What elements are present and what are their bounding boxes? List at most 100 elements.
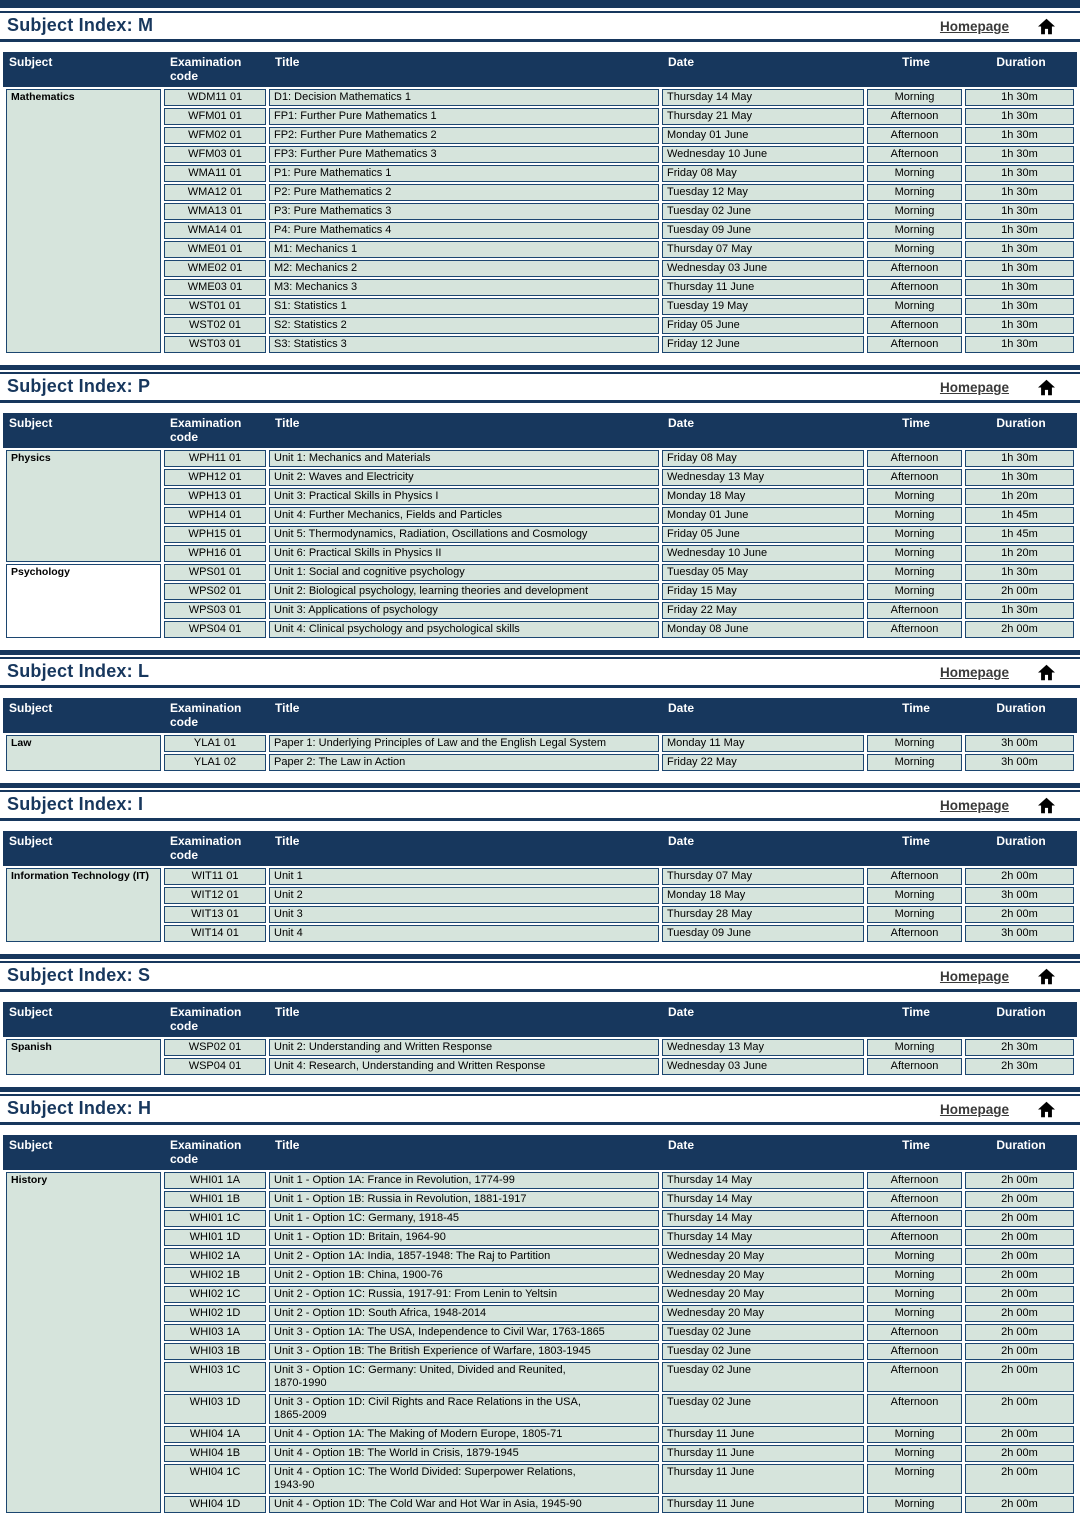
home-icon[interactable] [1037,968,1056,985]
home-icon[interactable] [1037,379,1056,396]
exam-row: WPS03 01 Unit 3: Applications of psychol… [6,602,1074,619]
exam-date-cell: Friday 05 June [662,526,864,543]
exam-code-cell: WHI04 1A [164,1426,266,1443]
home-icon[interactable] [1037,18,1056,35]
exam-time-cell: Afternoon [867,621,962,638]
exam-row: WHI01 1C Unit 1 - Option 1C: Germany, 19… [6,1210,1074,1227]
exam-duration-cell: 1h 30m [965,127,1074,144]
exam-row: Information Technology (IT) WIT11 01 Uni… [6,868,1074,942]
exam-date-cell: Monday 11 May [662,735,864,752]
exam-time-cell: Afternoon [867,1343,962,1360]
home-icon[interactable] [1037,664,1056,681]
homepage-link[interactable]: Homepage [939,19,1009,34]
exam-row: WPS04 01 Unit 4: Clinical psychology and… [6,621,1074,638]
exam-time-cell: Morning [867,526,962,543]
exam-code-cell: WPH13 01 [164,488,266,505]
exam-duration-cell: 2h 00m [965,1426,1074,1443]
exam-title-cell: Paper 1: Underlying Principles of Law an… [269,735,659,752]
exam-duration-cell: 2h 30m [965,1039,1074,1056]
exam-title-cell: P2: Pure Mathematics 2 [269,184,659,201]
exam-date-cell: Tuesday 02 June [662,203,864,220]
exam-row: WHI03 1B Unit 3 - Option 1B: The British… [6,1343,1074,1360]
exam-code-cell: YLA1 01 [164,735,266,752]
home-icon[interactable] [1037,1101,1056,1118]
exam-title-cell: Unit 2 - Option 1C: Russia, 1917-91: Fro… [269,1286,659,1303]
exam-time-cell: Afternoon [867,317,962,334]
exam-duration-cell: 1h 30m [965,336,1074,353]
subject-cell: Psychology [6,564,161,638]
exam-time-cell: Morning [867,1445,962,1462]
exam-date-cell: Wednesday 13 May [662,469,864,486]
exam-duration-cell: 2h 00m [965,1210,1074,1227]
exam-date-cell: Tuesday 09 June [662,222,864,239]
exam-date-cell: Friday 05 June [662,317,864,334]
exam-time-cell: Morning [867,1305,962,1322]
exam-row: WMA12 01 P2: Pure Mathematics 2 Tuesday … [6,184,1074,201]
column-header: Time [902,416,930,430]
column-header: Subject [9,701,53,715]
exam-time-cell: Afternoon [867,1362,962,1392]
exam-row: WFM02 01 FP2: Further Pure Mathematics 2… [6,127,1074,144]
column-header: Subject [9,55,53,69]
exam-code-cell: WDM11 01 [164,89,266,106]
section-links: Homepage [940,664,1070,682]
exam-time-cell: Morning [867,1426,962,1443]
subject-index-section: Subject Index: L Homepage Subject Examina… [0,650,1080,773]
exam-date-cell: Tuesday 02 June [662,1394,864,1424]
exam-title-cell: Unit 1 [269,868,659,885]
subject-index-section: Subject Index: H Homepage Subject Examina… [0,1087,1080,1515]
exam-date-cell: Tuesday 19 May [662,298,864,315]
exam-time-cell: Afternoon [867,1210,962,1227]
exam-code-cell: WMA12 01 [164,184,266,201]
exam-code-cell: WIT13 01 [164,906,266,923]
exam-title-cell: Unit 2: Biological psychology, learning … [269,583,659,600]
exam-date-cell: Wednesday 03 June [662,1058,864,1075]
exam-code-cell: WIT11 01 [164,868,266,885]
exam-time-cell: Morning [867,1286,962,1303]
exam-table: Physics WPH11 01 Unit 1: Mechanics and M… [3,448,1077,640]
exam-time-cell: Morning [867,1464,962,1494]
table-header-row: Subject Examination code Title Date Time Dura… [3,698,1077,733]
exam-duration-cell: 2h 00m [965,1324,1074,1341]
homepage-link[interactable]: Homepage [939,1102,1009,1117]
exam-code-cell: WPH14 01 [164,507,266,524]
homepage-link[interactable]: Homepage [939,380,1009,395]
exam-date-cell: Wednesday 10 June [662,545,864,562]
exam-table-wrap: Subject Examination code Title Date Time Dura… [3,831,1077,944]
exam-time-cell: Morning [867,241,962,258]
section-header: Subject Index: H Homepage [0,1094,1080,1125]
exam-time-cell: Morning [867,488,962,505]
exam-date-cell: Tuesday 02 June [662,1362,864,1392]
homepage-link[interactable]: Homepage [939,798,1009,813]
exam-date-cell: Wednesday 10 June [662,146,864,163]
exam-title-cell: Unit 3: Applications of psychology [269,602,659,619]
exam-title-cell: P3: Pure Mathematics 3 [269,203,659,220]
exam-duration-cell: 1h 45m [965,526,1074,543]
home-icon[interactable] [1037,797,1056,814]
column-header: Time [902,834,930,848]
exam-duration-cell: 2h 00m [965,1229,1074,1246]
exam-row: History WHI01 1A Unit 1 - Option 1A: Fra… [6,1172,1074,1513]
exam-code-cell: WHI02 1C [164,1286,266,1303]
exam-code-cell: WPH11 01 [164,450,266,467]
exam-date-cell: Friday 15 May [662,583,864,600]
exam-title-cell: Unit 1: Mechanics and Materials [269,450,659,467]
section-links: Homepage [940,1101,1070,1119]
homepage-link[interactable]: Homepage [939,665,1009,680]
exam-time-cell: Morning [867,89,962,106]
homepage-link[interactable]: Homepage [939,969,1009,984]
column-header: Time [902,701,930,715]
section-heading: Subject Index: M [7,15,154,35]
column-header: Title [275,1005,300,1019]
exam-table-wrap: Subject Examination code Title Date Time Dura… [3,413,1077,640]
exam-time-cell: Afternoon [867,127,962,144]
subject-cell: History [6,1172,161,1513]
exam-title-cell: Unit 6: Practical Skills in Physics II [269,545,659,562]
exam-duration-cell: 1h 30m [965,450,1074,467]
table-header-row: Subject Examination code Title Date Time Dura… [3,52,1077,87]
exam-duration-cell: 2h 00m [965,1343,1074,1360]
exam-date-cell: Monday 08 June [662,621,864,638]
section-header: Subject Index: L Homepage [0,657,1080,688]
subject-cell: Physics [6,450,161,562]
